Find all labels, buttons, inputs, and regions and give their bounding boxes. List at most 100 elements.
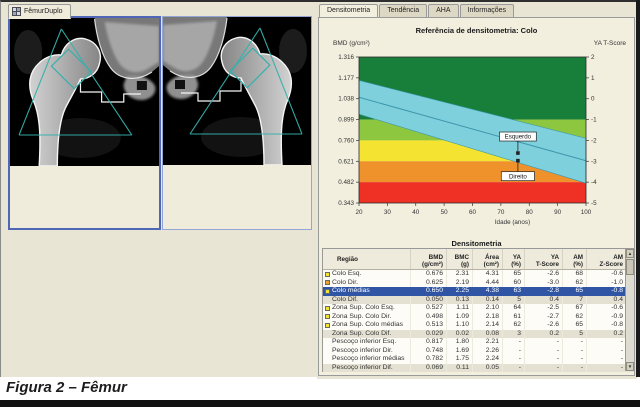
table-row[interactable]: Pescoço inferior Dir. 0.748 1.69 2.26- - - - — [323, 346, 634, 355]
region-label: Pescoço inferior Dif. — [332, 363, 393, 371]
value-cell: 65 — [503, 270, 525, 279]
value-cell: 63 — [503, 287, 525, 296]
value-cell: 2.18 — [473, 312, 503, 321]
value-cell: 0.650 — [411, 287, 447, 296]
column-header: AM (%) — [563, 249, 587, 269]
table-row[interactable]: Zona Sup. Colo Dif. 0.029 0.02 0.08 3 0.2 5 0.2 — [323, 329, 634, 338]
value-cell: 60 — [503, 278, 525, 287]
region-color-marker — [325, 305, 330, 311]
table-header: Região BMD (g/cm²) BMC (g) Área (cm²) YA (%) YA T-… — [323, 249, 634, 270]
region-label: Colo Dir. — [332, 278, 359, 286]
region-label: Pescoço inferior Esq. — [332, 338, 397, 345]
value-cell: -2.5 — [525, 304, 563, 313]
region-cell: Pescoço inferior Dir. — [323, 346, 411, 355]
value-cell: 7 — [563, 295, 587, 304]
value-cell: - — [503, 355, 525, 364]
table-row[interactable]: Pescoço inferior Esq. 0.817 1.80 2.21- - - - — [323, 338, 634, 347]
value-cell: - — [525, 363, 563, 372]
scan-image-pane: FêmurDuplo — [1, 2, 317, 377]
value-cell: 62 — [563, 312, 587, 321]
table-row[interactable]: Zona Sup. Colo Esq. 0.527 1.11 2.10 64 -2.5 67… — [323, 304, 634, 313]
y-axis-right-title: YA T-Score — [593, 40, 626, 47]
region-label: Zona Sup. Colo Esq. — [332, 304, 395, 311]
table-row[interactable]: Zona Sup. Colo médias 0.513 1.10 2.14 62 -2.6… — [323, 321, 634, 330]
value-cell: 5 — [503, 295, 525, 304]
tab-tendencia[interactable]: Tendência — [379, 4, 428, 17]
value-cell: 2.25 — [447, 287, 473, 296]
marker-esquerdo[interactable]: Esquerdo — [499, 131, 537, 155]
svg-text:70: 70 — [497, 209, 505, 216]
table-row[interactable]: Zona Sup. Colo Dir. 0.498 1.09 2.18 61 -2.7 62… — [323, 312, 634, 321]
value-cell: 0.050 — [411, 295, 447, 304]
value-cell: 2.19 — [447, 278, 473, 287]
svg-text:0: 0 — [591, 96, 595, 103]
svg-text:1.316: 1.316 — [338, 54, 354, 61]
value-cell: 0.029 — [411, 329, 447, 338]
value-cell: 1.75 — [447, 355, 473, 364]
svg-text:50: 50 — [441, 209, 449, 216]
table-row[interactable]: Pescoço inferior médias 0.782 1.75 2.24- - - - — [323, 355, 634, 364]
value-cell: 62 — [563, 278, 587, 287]
y-axis-left-title: BMD (g/cm²) — [333, 40, 370, 47]
value-cell: 0.11 — [447, 363, 473, 372]
value-cell: 4.31 — [473, 270, 503, 279]
reference-chart: 1.316 1.177 1.038 0.899 0.760 0.621 0.482 0.343… — [338, 54, 597, 226]
region-label: Zona Sup. Colo Dir. — [332, 312, 392, 320]
table-body: Colo Esq. 0.676 2.31 4.31 65 -2.6 68 -0.6 Colo D… — [323, 270, 634, 372]
region-marker-placeholder — [325, 357, 330, 362]
table-row[interactable]: Pescoço inferior Dif. 0.069 0.11 0.05- - - - — [323, 363, 634, 372]
value-cell: 2.31 — [447, 270, 473, 279]
value-cell: 1.10 — [447, 321, 473, 330]
value-cell: 2.10 — [473, 304, 503, 313]
svg-text:-2: -2 — [591, 137, 597, 144]
tab-informacoes[interactable]: Informações — [459, 4, 515, 17]
tab-densitometria[interactable]: Densitometria — [319, 4, 379, 17]
value-cell: - — [587, 338, 627, 347]
tab-femur-duplo[interactable]: FêmurDuplo — [8, 4, 71, 19]
region-cell: Colo Dir. — [323, 278, 411, 287]
dxa-application-window: FêmurDuplo — [0, 0, 637, 379]
scroll-down-button[interactable]: ▼ — [626, 362, 634, 371]
table-row[interactable]: Colo Dif. 0.050 0.13 0.14 5 0.4 7 0.4 — [323, 295, 634, 304]
value-cell: - — [503, 363, 525, 372]
svg-text:1.038: 1.038 — [338, 96, 354, 103]
value-cell: - — [525, 346, 563, 355]
value-cell: 1.69 — [447, 346, 473, 355]
right-femur-image[interactable] — [162, 16, 312, 230]
left-femur-image[interactable] — [8, 16, 161, 230]
femur-xray-left — [10, 18, 159, 166]
marker-direito[interactable]: Direito — [500, 158, 535, 182]
value-cell: 2.21 — [473, 338, 503, 347]
table-scrollbar[interactable]: ▲ ▼ — [625, 249, 634, 371]
value-cell: 4.44 — [473, 278, 503, 287]
region-cell: Zona Sup. Colo médias — [323, 321, 411, 330]
value-cell: 5 — [563, 329, 587, 338]
svg-text:0.899: 0.899 — [338, 117, 354, 124]
svg-text:0.343: 0.343 — [338, 200, 354, 207]
chart-title: Referência de densitometria: Colo — [415, 26, 538, 35]
table-row[interactable]: Colo Esq. 0.676 2.31 4.31 65 -2.6 68 -0.6 — [323, 270, 634, 279]
window-right-edge — [636, 0, 640, 377]
scroll-thumb[interactable] — [626, 259, 634, 275]
results-tab-bar: Densitometria Tendência AHA Informações — [319, 4, 515, 17]
value-cell: -0.6 — [587, 304, 627, 313]
value-cell: 0.2 — [525, 329, 563, 338]
value-cell: 0.13 — [447, 295, 473, 304]
value-cell: 0.05 — [473, 363, 503, 372]
value-cell: 0.676 — [411, 270, 447, 279]
scroll-up-button[interactable]: ▲ — [626, 249, 634, 258]
femur-xray-right — [163, 17, 311, 165]
value-cell: 0.2 — [587, 329, 627, 338]
table-row[interactable]: Colo médias 0.650 2.25 4.38 63 -2.8 65 -0.8 — [323, 287, 634, 296]
value-cell: 2.26 — [473, 346, 503, 355]
svg-text:100: 100 — [581, 209, 592, 216]
value-cell: 0.748 — [411, 346, 447, 355]
svg-text:-1: -1 — [591, 117, 597, 124]
femur-tab-icon — [12, 7, 21, 16]
value-cell: 65 — [563, 321, 587, 330]
zone-red — [359, 182, 586, 203]
tab-aha[interactable]: AHA — [428, 4, 459, 17]
value-cell: 61 — [503, 312, 525, 321]
svg-text:0.621: 0.621 — [338, 158, 354, 165]
table-row[interactable]: Colo Dir. 0.625 2.19 4.44 60 -3.0 62 -1.0 — [323, 278, 634, 287]
